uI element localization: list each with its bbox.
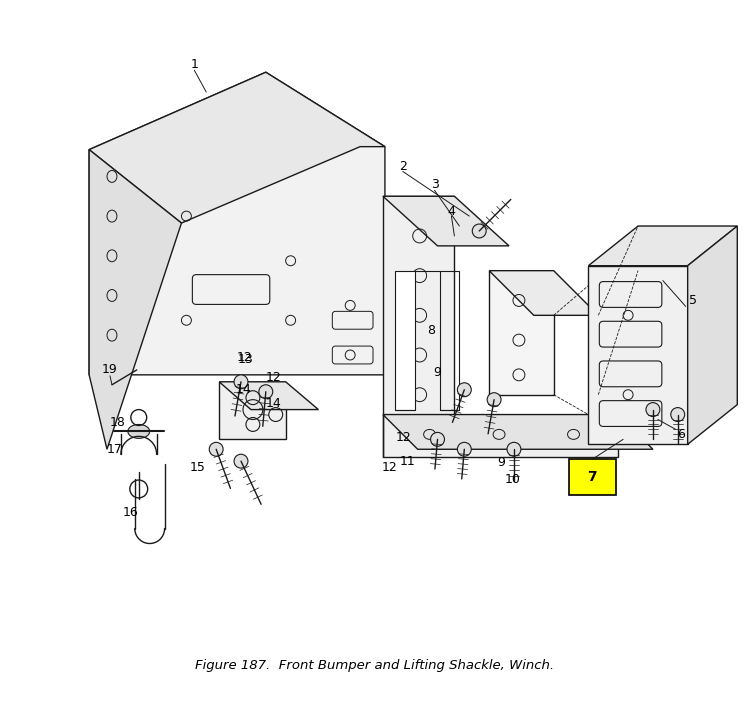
Text: 18: 18 xyxy=(110,416,126,429)
Polygon shape xyxy=(219,382,285,439)
Ellipse shape xyxy=(431,432,444,446)
Polygon shape xyxy=(383,197,455,414)
Text: 9: 9 xyxy=(497,456,505,468)
Ellipse shape xyxy=(128,424,150,439)
Bar xyxy=(568,459,616,495)
Text: 13: 13 xyxy=(238,353,254,367)
Ellipse shape xyxy=(507,442,521,456)
Ellipse shape xyxy=(234,375,248,389)
Text: 2: 2 xyxy=(399,160,407,173)
Text: 8: 8 xyxy=(428,324,436,337)
Polygon shape xyxy=(383,197,509,246)
Ellipse shape xyxy=(487,393,501,407)
Ellipse shape xyxy=(458,442,471,456)
Text: 17: 17 xyxy=(107,443,123,456)
Text: 6: 6 xyxy=(677,428,685,441)
Text: 19: 19 xyxy=(102,363,118,377)
Polygon shape xyxy=(89,72,385,375)
Ellipse shape xyxy=(473,224,486,238)
Text: 14: 14 xyxy=(236,383,252,397)
Polygon shape xyxy=(395,271,415,409)
Text: Figure 187.  Front Bumper and Lifting Shackle, Winch.: Figure 187. Front Bumper and Lifting Sha… xyxy=(195,659,554,672)
Polygon shape xyxy=(383,414,618,457)
Text: 1: 1 xyxy=(190,58,198,70)
Ellipse shape xyxy=(646,402,660,417)
Text: 12: 12 xyxy=(266,372,282,384)
Ellipse shape xyxy=(458,383,471,397)
Text: 5: 5 xyxy=(688,294,697,307)
Polygon shape xyxy=(589,226,737,266)
Polygon shape xyxy=(89,72,385,223)
Text: 14: 14 xyxy=(266,397,282,410)
Text: 3: 3 xyxy=(431,178,438,191)
Polygon shape xyxy=(589,266,688,444)
Polygon shape xyxy=(383,414,653,449)
Text: 7: 7 xyxy=(587,470,597,484)
Polygon shape xyxy=(89,150,181,449)
Polygon shape xyxy=(219,382,318,409)
Text: 12: 12 xyxy=(382,461,398,473)
Ellipse shape xyxy=(671,407,685,422)
Ellipse shape xyxy=(259,384,273,399)
Ellipse shape xyxy=(234,454,248,468)
Polygon shape xyxy=(688,226,737,444)
Polygon shape xyxy=(489,271,598,315)
Text: 12: 12 xyxy=(237,352,253,365)
Polygon shape xyxy=(489,271,554,394)
Text: 10: 10 xyxy=(505,473,521,486)
Text: 11: 11 xyxy=(400,455,416,468)
Text: 9: 9 xyxy=(434,367,441,379)
Text: 12: 12 xyxy=(396,431,412,444)
Text: 4: 4 xyxy=(447,204,455,218)
Text: 16: 16 xyxy=(123,506,139,519)
Ellipse shape xyxy=(209,442,223,456)
Text: 15: 15 xyxy=(189,461,205,473)
